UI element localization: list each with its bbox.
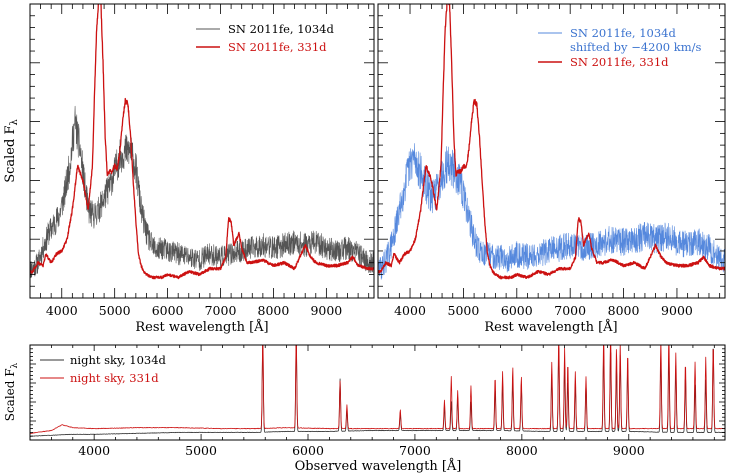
x-tick-label: 6000 (501, 303, 533, 318)
x-tick-label: 6000 (152, 303, 184, 318)
y-axis-label-text: Scaled F (3, 126, 18, 183)
x-tick-label: 4000 (78, 443, 110, 458)
y-axis-label-top: Scaled Fλ (3, 119, 20, 183)
plot-lines-bottom (30, 345, 725, 437)
legend-label-1034d-shifted: SN 2011fe, 1034d (570, 26, 677, 40)
plot-lines-top-left (30, 4, 374, 280)
x-tick-label: 4000 (46, 303, 78, 318)
axis-ticks-top-right: 4000 5000 6000 7000 8000 9000 (377, 3, 725, 318)
x-tick-label: 5000 (99, 303, 131, 318)
x-tick-label: 8000 (506, 443, 538, 458)
x-tick-label: 8000 (258, 303, 290, 318)
axis-ticks-top-left: 4000 5000 6000 7000 8000 9000 (29, 3, 374, 318)
panel-frame-top-left (29, 3, 375, 299)
axis-ticks-bottom: 4000 5000 6000 7000 8000 9000 (29, 344, 725, 458)
x-tick-label: 8000 (608, 303, 640, 318)
panel-frame-top-right (377, 3, 726, 299)
legend-label-331d-right: SN 2011fe, 331d (570, 55, 669, 69)
y-axis-label-subscript: λ (9, 119, 20, 126)
x-tick-label: 7000 (205, 303, 237, 318)
legend-label-1034d: SN 2011fe, 1034d (228, 22, 335, 36)
y-axis-label-bottom-subscript: λ (10, 362, 20, 368)
panel-bottom: 4000 5000 6000 7000 8000 9000 Observed wavele… (3, 344, 726, 474)
legend-label-night-331d: night sky, 331d (70, 371, 159, 385)
legend-bottom: night sky, 1034d night sky, 331d (40, 353, 167, 385)
legend-label-shift: shifted by −4200 km/s (570, 40, 702, 54)
series-line-sn-2011fe-1034d (378, 143, 725, 280)
x-tick-label: 4000 (394, 303, 426, 318)
x-tick-label: 6000 (292, 443, 324, 458)
series-line-sn-2011fe-331d (30, 4, 374, 280)
y-axis-label-bottom: Scaled Fλ (3, 362, 20, 421)
y-axis-label-bottom-text: Scaled F (3, 368, 17, 421)
x-tick-label: 5000 (448, 303, 480, 318)
series-line-night-sky-331d (30, 345, 725, 434)
panel-top-right: 4000 5000 6000 7000 8000 9000 Rest wavelength… (377, 3, 726, 335)
x-axis-label-top-right: Rest wavelength [Å] (484, 319, 617, 335)
legend-label-night-1034d: night sky, 1034d (70, 353, 167, 367)
legend-label-331d: SN 2011fe, 331d (228, 40, 327, 54)
legend-top-left: SN 2011fe, 1034d SN 2011fe, 331d (196, 22, 335, 54)
panel-frame-bottom (29, 344, 726, 441)
legend-top-right: SN 2011fe, 1034d shifted by −4200 km/s S… (538, 26, 702, 69)
x-tick-label: 9000 (661, 303, 693, 318)
plot-lines-top-right (378, 4, 725, 280)
x-axis-label-bottom: Observed wavelength [Å] (295, 458, 462, 474)
x-tick-label: 5000 (185, 443, 217, 458)
x-tick-label: 7000 (399, 443, 431, 458)
panel-top-left: 4000 5000 6000 7000 8000 9000 Rest wavelength… (3, 3, 375, 335)
series-line-sn-2011fe-1034d (30, 105, 374, 278)
x-axis-label-top-left: Rest wavelength [Å] (135, 319, 268, 335)
x-tick-label: 9000 (310, 303, 342, 318)
series-line-sn-2011fe-331d (378, 4, 725, 280)
x-tick-label: 9000 (613, 443, 645, 458)
x-tick-label: 7000 (554, 303, 586, 318)
